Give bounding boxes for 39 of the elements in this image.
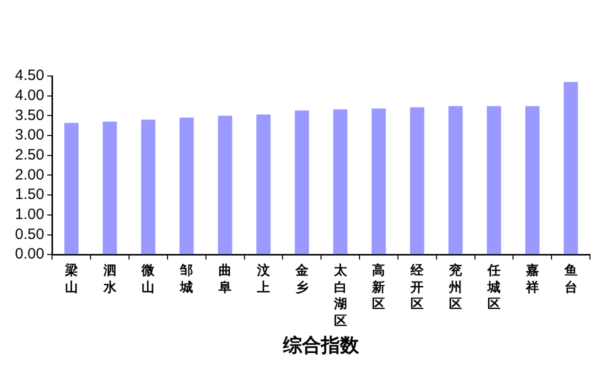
x-tick-label: 曲阜 [218, 263, 232, 296]
y-tick-label: 4.50 [14, 67, 44, 84]
x-tick-label: 太白湖区 [332, 263, 348, 330]
bar [294, 110, 309, 254]
x-tick-label: 经开区 [410, 263, 425, 312]
bar [372, 108, 386, 254]
x-tick-label: 微山 [140, 263, 156, 296]
x-tick-label: 鱼台 [563, 263, 578, 296]
x-tick-label: 兖州区 [448, 262, 462, 312]
x-tick-label: 泗水 [102, 263, 118, 296]
x-tick-label: 高新区 [371, 262, 386, 312]
bar [256, 114, 271, 254]
bar [102, 122, 117, 254]
bar [486, 106, 502, 254]
bar [218, 116, 232, 254]
bar [333, 109, 348, 254]
bar [564, 82, 578, 254]
y-tick-label: 0.50 [14, 226, 44, 243]
y-tick-label: 1.00 [14, 206, 44, 224]
y-tick-label: 3.00 [14, 126, 44, 144]
x-tick-label: 金乡 [294, 263, 310, 296]
bar [525, 106, 540, 254]
y-tick-label: 1.50 [14, 186, 44, 204]
bar [64, 122, 79, 254]
bar [180, 118, 194, 254]
y-tick-label: 2.50 [14, 146, 44, 164]
y-tick-label: 4.00 [14, 86, 44, 104]
bar [448, 106, 463, 254]
x-axis-title: 综合指数 [282, 334, 360, 357]
y-tick-label: 2.00 [14, 166, 44, 184]
bar [141, 120, 156, 254]
bar [410, 107, 424, 254]
y-tick-label: 0.00 [14, 246, 44, 263]
x-tick-label: 梁山 [64, 262, 78, 296]
x-tick-label: 邹城 [179, 263, 194, 296]
x-tick-label: 嘉祥 [524, 263, 539, 296]
y-tick-label: 3.50 [14, 106, 44, 124]
x-tick-label: 任城区 [486, 263, 500, 312]
x-tick-label: 汶上 [256, 262, 271, 296]
